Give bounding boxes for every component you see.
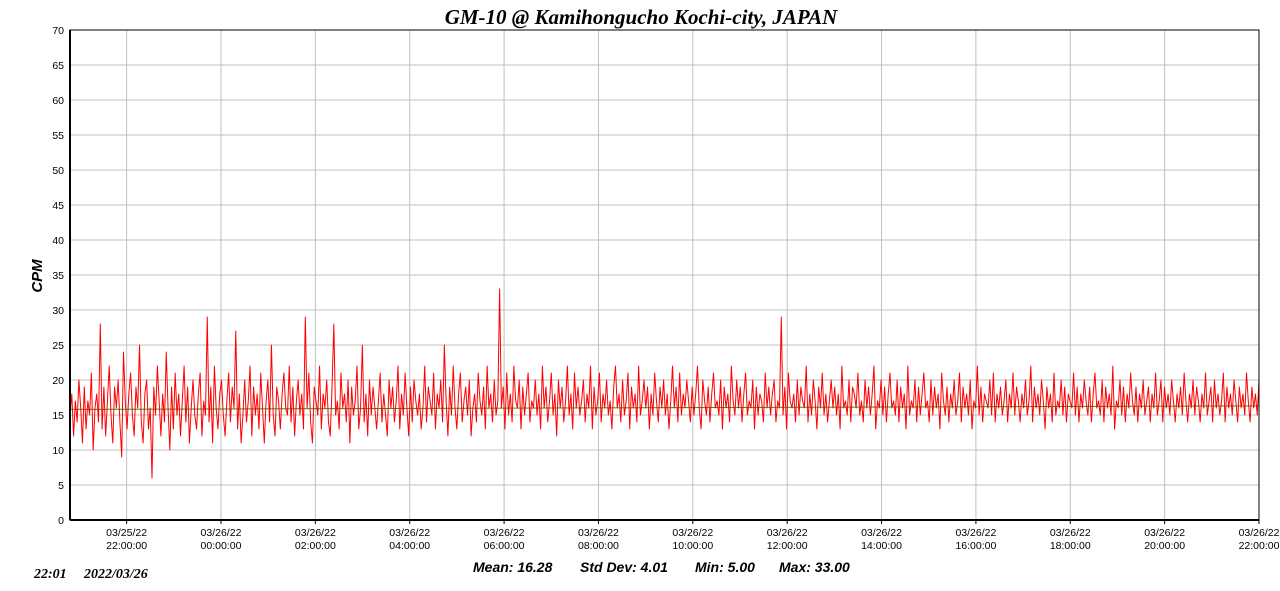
x-tick-date: 03/26/22 — [1144, 527, 1185, 539]
y-tick-label: 60 — [52, 95, 64, 107]
y-tick-label: 70 — [52, 25, 64, 37]
x-tick-time: 20:00:00 — [1144, 540, 1185, 552]
y-tick-label: 25 — [52, 340, 64, 352]
x-tick-time: 02:00:00 — [295, 540, 336, 552]
timestamp-time: 22:01 — [33, 567, 67, 582]
x-tick-date: 03/26/22 — [389, 527, 430, 539]
x-tick-date: 03/25/22 — [106, 527, 147, 539]
x-tick-time: 10:00:00 — [672, 540, 713, 552]
x-tick-time: 18:00:00 — [1050, 540, 1091, 552]
x-tick-time: 22:00:00 — [1239, 540, 1280, 552]
chart-title: GM-10 @ Kamihongucho Kochi-city, JAPAN — [445, 5, 838, 29]
y-tick-label: 40 — [52, 235, 64, 247]
y-tick-label: 0 — [58, 515, 64, 527]
y-tick-label: 10 — [52, 445, 64, 457]
y-tick-label: 15 — [52, 410, 64, 422]
x-tick-labels: 03/25/2222:00:0003/26/2200:00:0003/26/22… — [106, 527, 1279, 552]
x-tick-date: 03/26/22 — [295, 527, 336, 539]
y-tick-label: 20 — [52, 375, 64, 387]
stat-std-dev: Std Dev: 4.01 — [580, 559, 668, 575]
timestamp-date: 2022/03/26 — [83, 567, 148, 582]
trend-line — [69, 405, 1260, 410]
y-tick-label: 45 — [52, 200, 64, 212]
x-tick-date: 03/26/22 — [201, 527, 242, 539]
x-tick-date: 03/26/22 — [861, 527, 902, 539]
y-tick-label: 65 — [52, 60, 64, 72]
x-tick-date: 03/26/22 — [1239, 527, 1280, 539]
x-tick-date: 03/26/22 — [955, 527, 996, 539]
x-tick-time: 22:00:00 — [106, 540, 147, 552]
x-tick-time: 08:00:00 — [578, 540, 619, 552]
y-tick-label: 55 — [52, 130, 64, 142]
grid-lines — [70, 29, 1260, 524]
series-line — [69, 288, 1260, 479]
y-axis-label: CPM — [29, 259, 46, 293]
x-tick-time: 16:00:00 — [955, 540, 996, 552]
y-tick-labels: 0 5 10 15 20 25 30 35 40 45 50 55 60 65 70 — [52, 25, 64, 527]
y-tick-label: 30 — [52, 305, 64, 317]
y-tick-label: 5 — [58, 480, 64, 492]
stat-mean: Mean: 16.28 — [473, 559, 553, 575]
x-tick-date: 03/26/22 — [484, 527, 525, 539]
stat-max: Max: 33.00 — [779, 559, 850, 575]
x-tick-date: 03/26/22 — [672, 527, 713, 539]
x-tick-time: 14:00:00 — [861, 540, 902, 552]
x-tick-time: 04:00:00 — [389, 540, 430, 552]
axes — [69, 29, 1260, 521]
x-tick-date: 03/26/22 — [1050, 527, 1091, 539]
x-tick-date: 03/26/22 — [767, 527, 808, 539]
x-tick-date: 03/26/22 — [578, 527, 619, 539]
x-tick-time: 06:00:00 — [484, 540, 525, 552]
x-tick-time: 12:00:00 — [767, 540, 808, 552]
series-group — [69, 288, 1260, 479]
reference-lines — [69, 405, 1260, 410]
x-tick-time: 00:00:00 — [201, 540, 242, 552]
y-tick-label: 50 — [52, 165, 64, 177]
stat-min: Min: 5.00 — [695, 559, 755, 575]
y-tick-label: 35 — [52, 270, 64, 282]
